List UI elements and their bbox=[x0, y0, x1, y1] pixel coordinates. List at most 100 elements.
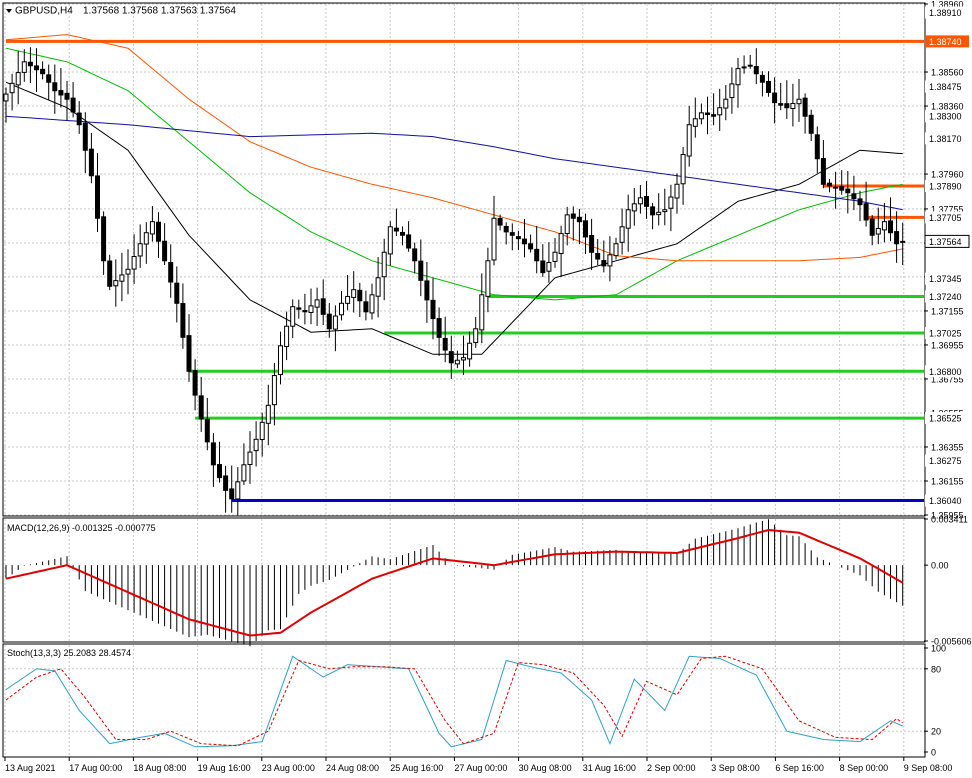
candle-body[interactable] bbox=[387, 226, 393, 255]
candle-body[interactable] bbox=[186, 335, 192, 372]
candle-body[interactable] bbox=[448, 351, 454, 364]
candle-body[interactable] bbox=[637, 197, 643, 205]
candle-body[interactable] bbox=[875, 227, 881, 235]
candle-body[interactable] bbox=[589, 235, 595, 253]
dropdown-triangle-icon[interactable] bbox=[6, 9, 12, 13]
candle-body[interactable] bbox=[375, 277, 381, 297]
candle-body[interactable] bbox=[820, 158, 826, 185]
candle-body[interactable] bbox=[753, 66, 759, 75]
candle-body[interactable] bbox=[790, 102, 796, 110]
candle-body[interactable] bbox=[839, 186, 845, 191]
candle-body[interactable] bbox=[192, 370, 198, 396]
candle-body[interactable] bbox=[558, 233, 564, 254]
candle-body[interactable] bbox=[674, 183, 680, 199]
candle-body[interactable] bbox=[156, 221, 161, 242]
candle-body[interactable] bbox=[662, 209, 668, 213]
candle-body[interactable] bbox=[168, 261, 174, 283]
candle-body[interactable] bbox=[522, 238, 527, 245]
candle-body[interactable] bbox=[534, 248, 540, 262]
candle-body[interactable] bbox=[705, 112, 710, 116]
candle-body[interactable] bbox=[863, 203, 869, 221]
candle-body[interactable] bbox=[845, 188, 851, 194]
candle-body[interactable] bbox=[284, 325, 290, 348]
candle-body[interactable] bbox=[778, 103, 784, 106]
candle-body[interactable] bbox=[796, 98, 802, 105]
candle-body[interactable] bbox=[296, 307, 302, 310]
candle-body[interactable] bbox=[217, 464, 222, 479]
candle-body[interactable] bbox=[784, 103, 790, 109]
candle-body[interactable] bbox=[461, 357, 466, 361]
candle-body[interactable] bbox=[143, 232, 149, 245]
candle-body[interactable] bbox=[869, 218, 875, 236]
candle-body[interactable] bbox=[888, 220, 893, 234]
candle-body[interactable] bbox=[485, 260, 491, 297]
candle-body[interactable] bbox=[625, 209, 631, 229]
candle-body[interactable] bbox=[320, 298, 326, 315]
candle-body[interactable] bbox=[339, 302, 344, 316]
candle-body[interactable] bbox=[113, 280, 119, 287]
candle-body[interactable] bbox=[363, 301, 369, 313]
candle-body[interactable] bbox=[857, 198, 863, 206]
candle-body[interactable] bbox=[357, 289, 363, 302]
candle-body[interactable] bbox=[265, 404, 271, 424]
candle-body[interactable] bbox=[515, 236, 521, 240]
candle-body[interactable] bbox=[400, 231, 405, 236]
candle-body[interactable] bbox=[711, 114, 717, 117]
candle-body[interactable] bbox=[198, 395, 204, 420]
candle-body[interactable] bbox=[46, 74, 52, 83]
candle-body[interactable] bbox=[369, 294, 375, 314]
candle-body[interactable] bbox=[766, 80, 771, 93]
candle-body[interactable] bbox=[247, 451, 253, 466]
candle-body[interactable] bbox=[894, 231, 900, 245]
candle-body[interactable] bbox=[64, 92, 70, 100]
candle-body[interactable] bbox=[546, 261, 552, 272]
candle-body[interactable] bbox=[381, 251, 387, 278]
candle-body[interactable] bbox=[540, 260, 546, 274]
candle-body[interactable] bbox=[747, 64, 753, 67]
candle-body[interactable] bbox=[595, 252, 601, 260]
candle-body[interactable] bbox=[698, 112, 704, 120]
candle-body[interactable] bbox=[668, 196, 674, 209]
candle-body[interactable] bbox=[802, 97, 808, 117]
candle-body[interactable] bbox=[644, 196, 649, 207]
candle-body[interactable] bbox=[772, 92, 778, 104]
candle-body[interactable] bbox=[21, 61, 27, 73]
candle-body[interactable] bbox=[827, 182, 832, 187]
candle-body[interactable] bbox=[735, 68, 741, 86]
candle-body[interactable] bbox=[253, 438, 259, 452]
candle-body[interactable] bbox=[174, 282, 180, 304]
candle-body[interactable] bbox=[631, 203, 637, 212]
candle-body[interactable] bbox=[900, 240, 906, 243]
candle-body[interactable] bbox=[412, 248, 418, 262]
candle-body[interactable] bbox=[473, 328, 479, 344]
candle-body[interactable] bbox=[82, 122, 88, 151]
candle-body[interactable] bbox=[497, 217, 503, 226]
candle-body[interactable] bbox=[107, 260, 113, 287]
candle-body[interactable] bbox=[576, 216, 582, 223]
candle-body[interactable] bbox=[833, 186, 839, 189]
candle-body[interactable] bbox=[509, 232, 515, 236]
candle-body[interactable] bbox=[27, 61, 33, 67]
candle-body[interactable] bbox=[406, 234, 412, 249]
candle-body[interactable] bbox=[314, 299, 320, 308]
candle-body[interactable] bbox=[326, 313, 332, 330]
candle-body[interactable] bbox=[528, 243, 534, 250]
candle-body[interactable] bbox=[271, 375, 277, 406]
candle-body[interactable] bbox=[723, 98, 729, 109]
candle-body[interactable] bbox=[76, 112, 82, 126]
candle-body[interactable] bbox=[88, 148, 94, 177]
candle-body[interactable] bbox=[686, 124, 692, 157]
candle-body[interactable] bbox=[479, 294, 485, 331]
candle-body[interactable] bbox=[302, 310, 308, 313]
candle-body[interactable] bbox=[241, 464, 247, 482]
candle-body[interactable] bbox=[393, 227, 399, 232]
candle-body[interactable] bbox=[259, 421, 265, 440]
candle-body[interactable] bbox=[650, 206, 656, 216]
candle-body[interactable] bbox=[180, 303, 186, 338]
candle-body[interactable] bbox=[52, 82, 58, 92]
candle-body[interactable] bbox=[814, 134, 820, 160]
candle-body[interactable] bbox=[162, 240, 168, 262]
candle-body[interactable] bbox=[3, 93, 9, 102]
candle-body[interactable] bbox=[692, 118, 698, 127]
